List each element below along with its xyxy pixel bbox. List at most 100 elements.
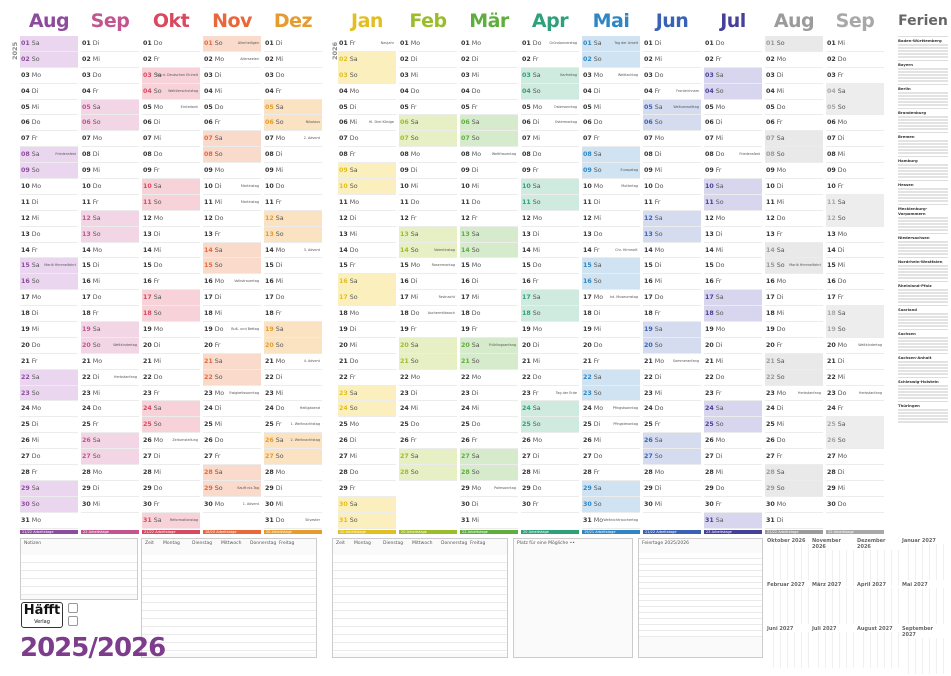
day-row: 26 Fr (460, 433, 518, 450)
ferien-line (898, 167, 948, 169)
day-number: 07 (339, 135, 348, 143)
day-row: 15 So (203, 258, 261, 275)
weekday: Fr (31, 357, 38, 365)
day-row: 15 So Mariä Himmelfahrt (765, 258, 823, 275)
day-number: 08 (143, 151, 152, 159)
day-number: 22 (400, 373, 409, 381)
ferien-line (898, 277, 948, 279)
day-number: 30 (339, 500, 348, 508)
day-row: 28 Fr (20, 465, 78, 481)
day-number: 16 (461, 278, 470, 286)
weekday: Di (471, 500, 479, 508)
weekday: Mi (214, 421, 222, 429)
weekday: So (31, 167, 40, 175)
weekday: Mi (349, 453, 357, 461)
day-number: 05 (143, 103, 152, 111)
weekday: Mi (31, 437, 39, 445)
day-row: 06 Di (142, 115, 200, 132)
ferien-line (898, 119, 948, 121)
weekday: Mo (153, 103, 164, 111)
day-number: 21 (522, 357, 531, 365)
day-row: 01 Mo (460, 36, 518, 52)
day-row: 14 So (460, 242, 518, 259)
day-row: 07 Do (338, 131, 396, 148)
day-number: 23 (827, 389, 836, 397)
day-number: 04 (827, 87, 836, 95)
weekday: Mo (410, 40, 421, 47)
day-number: 12 (766, 214, 775, 222)
day-number: 19 (583, 326, 592, 334)
weekday: So (214, 151, 223, 159)
day-number: 15 (461, 262, 470, 270)
weekday: Sa (153, 516, 162, 524)
day-row: 30 Mi (643, 497, 701, 513)
ferien-line (898, 170, 948, 172)
day-number: 28 (766, 469, 775, 477)
weekday: Fr (715, 167, 722, 175)
day-number: 09 (204, 167, 213, 175)
weekday: Mo (349, 198, 360, 206)
day-number: 26 (461, 437, 470, 445)
day-number: 06 (204, 119, 213, 127)
day-row: 03 Do (643, 68, 701, 84)
day-number: 27 (339, 453, 348, 461)
weekday: Sa (471, 341, 480, 349)
day-note: Buß- und Bettag (231, 327, 259, 332)
weekday: Mo (214, 278, 225, 286)
day-number: 09 (339, 167, 348, 175)
day-number: 28 (583, 469, 592, 477)
day-number: 11 (143, 198, 152, 206)
weekday: Mi (532, 246, 540, 254)
month-title: Feb (409, 10, 447, 32)
ferien-line (898, 316, 948, 318)
weekday: Do (349, 246, 359, 254)
day-number: 30 (21, 500, 30, 508)
day-row: 24 Sa (704, 401, 762, 418)
mini-calendar-grid (812, 550, 854, 586)
day-number: 19 (522, 326, 531, 334)
day-number: 12 (339, 214, 348, 222)
day-row: 20 So (643, 337, 701, 354)
weekday: Di (654, 262, 662, 270)
workdays-bar: 21/22 Arbeitstage (765, 530, 823, 534)
weekday: Mi (349, 119, 357, 127)
day-row: 25 Fr (643, 417, 701, 434)
day-row: 01 So Allerheiligen (203, 36, 261, 52)
day-row: 21 Fr (582, 354, 640, 370)
weekday: So (31, 389, 40, 397)
weekday: Mo (92, 357, 103, 365)
day-row: 18 Fr (643, 306, 701, 323)
ferien-line (898, 125, 948, 127)
weekday: Sa (776, 357, 785, 365)
day-note: Chr. Himmelf. (615, 247, 638, 252)
day-number: 15 (583, 262, 592, 270)
day-row: 13 Do (20, 227, 78, 243)
day-row: 04 Mi (203, 84, 261, 100)
day-number: 06 (705, 119, 714, 127)
weekday: Sa (275, 214, 284, 222)
weekday: So (92, 341, 101, 349)
day-note: Pfingstmontag (613, 422, 638, 427)
state-name: Schleswig-Holstein (898, 379, 939, 384)
day-number: 05 (339, 103, 348, 111)
weekday: Di (153, 341, 161, 349)
weekday: Mi (471, 183, 479, 191)
weekday: Mi (532, 135, 540, 143)
state-name: Mecklenburg-Vorpommern (898, 206, 928, 216)
ferien-line (898, 53, 948, 55)
ferien-line (898, 415, 948, 417)
day-number: 24 (143, 405, 152, 413)
weekday: Do (593, 230, 603, 238)
day-number: 04 (400, 87, 409, 95)
day-row: 09 Sa (338, 163, 396, 180)
day-number: 19 (339, 326, 348, 334)
day-row: 01 Sa Tag der Arbeit (582, 36, 640, 52)
day-number: 29 (339, 484, 348, 492)
day-number: 22 (461, 373, 470, 381)
day-row: 26 Do (765, 433, 823, 450)
weekday: Do (31, 230, 41, 238)
day-row: 10 Mi (399, 179, 457, 195)
day-number: 06 (644, 119, 653, 127)
mini-calendar-title: April 2027 (857, 582, 886, 588)
day-row: 28 Mo (264, 465, 322, 481)
